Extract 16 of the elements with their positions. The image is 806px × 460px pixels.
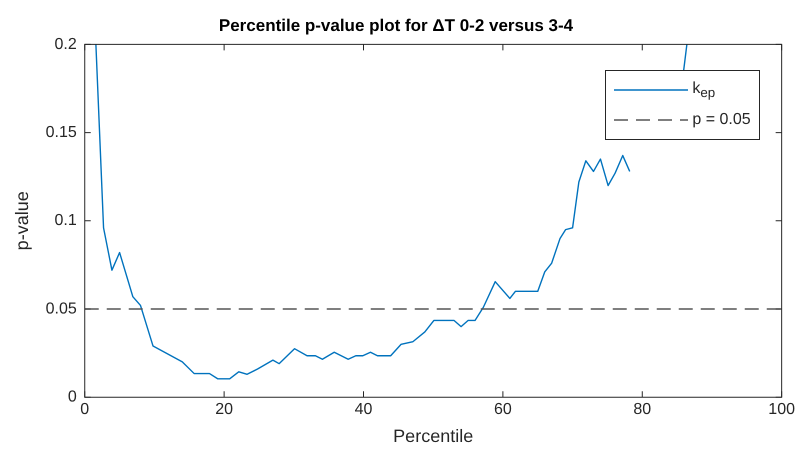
x-tick-label: 40 [354,401,373,418]
x-tick-label: 100 [768,401,796,418]
y-tick-label: 0.05 [46,300,77,318]
legend-label: k$_{ep}$ [692,80,716,100]
x-tick-label: 20 [215,401,234,418]
x-axis-title: Percentile [393,426,474,446]
x-tick-label: 80 [633,401,652,418]
y-tick-label: 0.1 [54,212,77,230]
y-tick-label: 0.2 [54,36,77,53]
y-tick-label: 0.15 [46,124,77,142]
legend-label: p = 0.05 [692,111,751,130]
chart-title: Percentile p-value plot for ΔT 0-2 versus 3-4 [218,16,574,35]
x-tick-label: 60 [494,401,512,418]
x-tick-label: 0 [80,401,90,418]
y-tick-label: 0 [68,388,77,406]
y-axis-title: p-value [12,191,32,250]
